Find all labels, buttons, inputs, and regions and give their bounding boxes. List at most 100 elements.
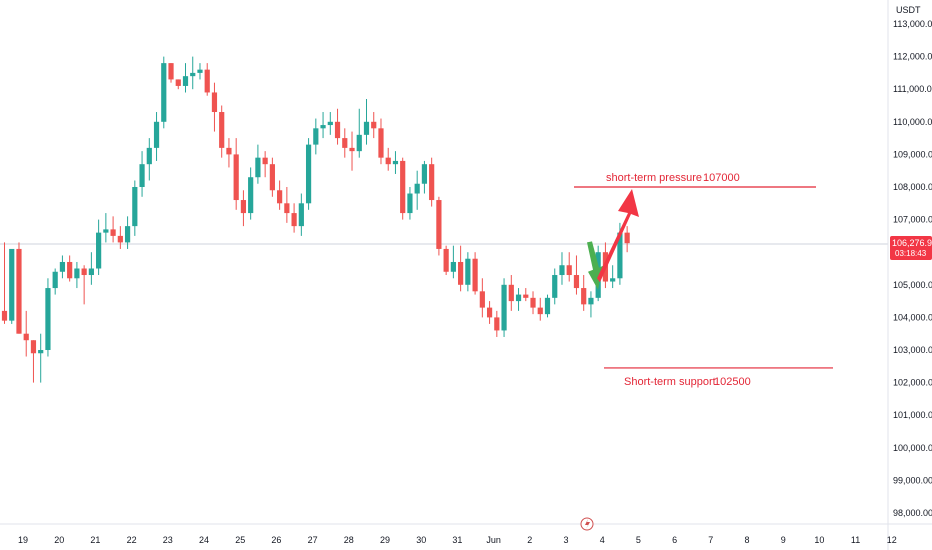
candle-down[interactable] [429, 157, 435, 207]
candle-body [363, 121, 370, 135]
candle-up[interactable] [161, 56, 167, 129]
up-arrow[interactable] [597, 189, 639, 283]
support-label: Short-term support [624, 376, 716, 388]
candle-up[interactable] [588, 291, 594, 318]
candle-down[interactable] [472, 252, 478, 295]
time-axis[interactable]: 19 20 21 22 23 24 25 26 27 28 29 30 31 Jun 2 3 4 5 6 7 8 9 10 1… [18, 535, 897, 545]
candle-up[interactable] [544, 294, 551, 318]
candle-up[interactable] [501, 278, 507, 337]
candle-up[interactable] [124, 216, 131, 249]
candle-up[interactable] [132, 180, 138, 236]
candle-down[interactable] [81, 265, 87, 305]
candle-down[interactable] [226, 138, 232, 168]
candle-up[interactable] [88, 252, 94, 285]
candle-down[interactable] [110, 216, 116, 243]
candle-up[interactable] [139, 151, 145, 197]
candle-up[interactable] [320, 112, 326, 139]
candle-down[interactable] [240, 190, 247, 227]
candle-up[interactable] [552, 268, 558, 305]
candle-down[interactable] [349, 131, 355, 171]
candle-down[interactable] [378, 118, 384, 165]
candle-down[interactable] [523, 288, 529, 302]
candle-down[interactable] [624, 226, 630, 253]
candle-down[interactable] [494, 310, 500, 337]
candle-down[interactable] [436, 196, 442, 256]
candle-body [392, 160, 399, 165]
candle-up[interactable] [298, 193, 304, 236]
candle-down[interactable] [458, 245, 464, 292]
candle-down[interactable] [385, 147, 391, 171]
candle-down[interactable] [23, 310, 29, 357]
candle-up[interactable] [74, 261, 80, 289]
candle-up[interactable] [559, 252, 565, 285]
candle-down[interactable] [30, 340, 37, 383]
time-tick: 4 [600, 535, 605, 545]
candle-down[interactable] [537, 297, 543, 321]
candle-down[interactable] [269, 157, 275, 197]
candle-down[interactable] [486, 301, 493, 324]
candle-down[interactable] [219, 105, 225, 158]
candle-down[interactable] [233, 138, 239, 210]
candle-up[interactable] [414, 170, 420, 210]
candle-up[interactable] [103, 213, 109, 243]
candle-up[interactable] [421, 160, 428, 194]
candle-down[interactable] [508, 275, 514, 311]
candle-body [1, 310, 8, 321]
candle-down[interactable] [168, 63, 174, 83]
candle-up[interactable] [52, 268, 58, 295]
candle-up[interactable] [465, 252, 471, 292]
candle-down[interactable] [1, 242, 8, 324]
candle-up[interactable] [407, 187, 413, 220]
candle-up[interactable] [38, 333, 44, 383]
candle-down[interactable] [371, 112, 377, 139]
price-axis[interactable]: 113,000.00 112,000.00 111,000.00 110,000.00… [893, 19, 932, 518]
candle-down[interactable] [342, 128, 348, 158]
candle-up[interactable] [59, 255, 66, 279]
time-tick: 6 [672, 535, 677, 545]
candle-up[interactable] [363, 98, 370, 145]
candle-down[interactable] [530, 291, 536, 315]
candle-down[interactable] [334, 108, 341, 145]
price-tick: 109,000.00 [893, 149, 932, 159]
candle-up[interactable] [305, 138, 312, 210]
candle-body [197, 69, 203, 73]
candle-down[interactable] [204, 63, 210, 96]
candle-down[interactable] [277, 180, 283, 210]
candle-up[interactable] [450, 245, 456, 279]
candle-down[interactable] [67, 255, 73, 282]
candle-down[interactable] [284, 187, 290, 223]
candle-up[interactable] [327, 112, 333, 135]
candle-down[interactable] [175, 79, 181, 90]
candle-up[interactable] [96, 219, 102, 276]
candle-down[interactable] [16, 242, 22, 334]
candle-up[interactable] [197, 63, 203, 80]
candle-up[interactable] [515, 288, 522, 311]
candle-down[interactable] [443, 245, 449, 276]
candle-down[interactable] [573, 255, 580, 295]
candle-body [349, 147, 355, 152]
candle-up[interactable] [255, 144, 261, 184]
candle-up[interactable] [146, 138, 152, 181]
candle-up[interactable] [392, 151, 399, 174]
candle-down[interactable] [581, 275, 587, 311]
candle-body [240, 200, 247, 214]
candle-up[interactable] [153, 112, 160, 161]
candle-up[interactable] [313, 118, 319, 155]
candle-up[interactable] [356, 108, 362, 158]
candle-down[interactable] [211, 82, 218, 132]
candle-down[interactable] [291, 203, 297, 233]
candle-up[interactable] [190, 56, 196, 90]
candle-body [59, 261, 66, 272]
candle-up[interactable] [9, 248, 15, 324]
candle-down[interactable] [117, 226, 123, 249]
candle-down[interactable] [566, 252, 572, 282]
candle-up[interactable] [248, 167, 254, 220]
candle-down[interactable] [479, 278, 485, 318]
candle-down[interactable] [400, 157, 406, 220]
candle-up[interactable] [182, 63, 189, 93]
lightning-icon[interactable] [580, 517, 594, 531]
candle-down[interactable] [262, 151, 268, 178]
candle-up[interactable] [610, 265, 616, 289]
candle-up[interactable] [45, 278, 51, 357]
